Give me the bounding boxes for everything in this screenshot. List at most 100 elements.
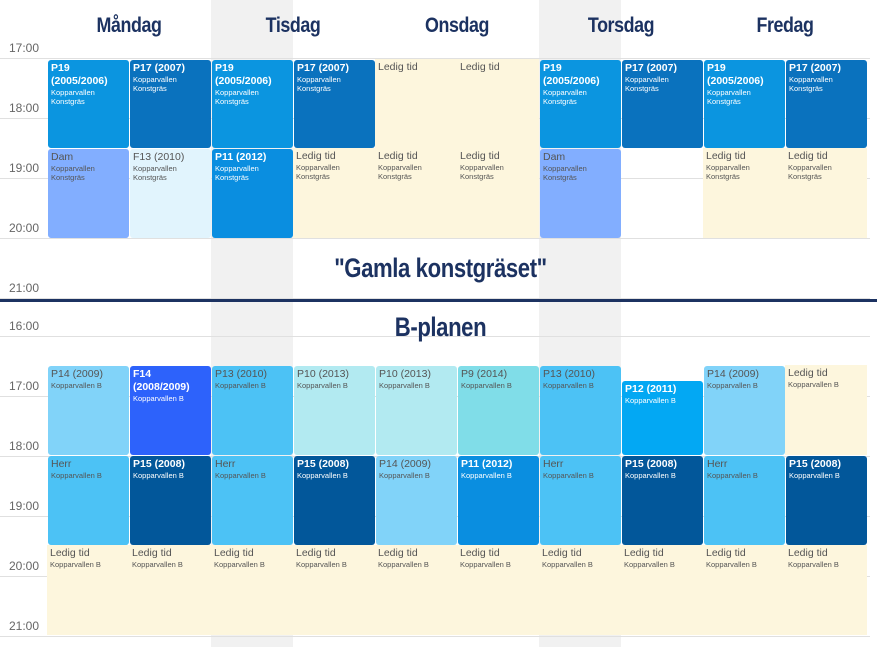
day-header: Onsdag xyxy=(425,14,489,37)
event-title: Ledig tid xyxy=(460,150,500,162)
event-location: Kopparvallen B xyxy=(297,471,348,480)
event-location: Kopparvallen B xyxy=(214,560,265,569)
event-block: P17 (2007) Kopparvallen Konstgräs xyxy=(622,60,703,148)
event-block: Ledig tid Kopparvallen Konstgräs xyxy=(703,148,785,238)
time-label: 18:00 xyxy=(9,101,40,115)
time-label: 17:00 xyxy=(9,41,40,55)
event-title: Ledig tid xyxy=(296,547,336,559)
event-block: Ledig tid Kopparvallen B xyxy=(457,545,539,635)
event-block: Ledig tid xyxy=(457,59,539,148)
event-block: Ledig tid xyxy=(375,59,457,148)
event-block: P10 (2013) Kopparvallen B xyxy=(376,366,457,455)
event-location: Kopparvallen B xyxy=(707,381,758,390)
event-block: Ledig tid Kopparvallen Konstgräs xyxy=(785,148,867,238)
event-block: P14 (2009) Kopparvallen B xyxy=(48,366,129,455)
event-title: P15 (2008) xyxy=(625,458,677,470)
hour-line xyxy=(0,238,870,239)
event-location: Kopparvallen B xyxy=(51,381,102,390)
event-title: Ledig tid xyxy=(788,547,828,559)
event-block: Herr Kopparvallen B xyxy=(540,456,621,545)
event-title: Dam xyxy=(543,151,566,163)
event-location: Kopparvallen B xyxy=(460,560,511,569)
event-location: Kopparvallen Konstgräs xyxy=(788,163,832,181)
event-block: P14 (2009) Kopparvallen B xyxy=(704,366,785,455)
event-location: Kopparvallen B xyxy=(378,560,429,569)
event-block: P17 (2007) Kopparvallen Konstgräs xyxy=(786,60,867,148)
time-label: 20:00 xyxy=(9,221,40,235)
event-title: Ledig tid xyxy=(132,547,172,559)
event-block: Ledig tid Kopparvallen B xyxy=(129,545,211,635)
event-location: Kopparvallen B xyxy=(215,381,266,390)
event-block: Ledig tid Kopparvallen Konstgräs xyxy=(293,148,375,238)
event-title: P19 (2005/2006) xyxy=(707,62,764,87)
event-location: Kopparvallen B xyxy=(51,471,102,480)
event-block: P13 (2010) Kopparvallen B xyxy=(212,366,293,455)
time-label: 16:00 xyxy=(9,319,40,333)
event-block: Ledig tid Kopparvallen B xyxy=(47,545,129,635)
event-location: Kopparvallen B xyxy=(461,471,512,480)
event-location: Kopparvallen B xyxy=(132,560,183,569)
time-label: 19:00 xyxy=(9,161,40,175)
event-block: Herr Kopparvallen B xyxy=(48,456,129,545)
event-title: Ledig tid xyxy=(378,61,418,73)
day-header: Torsdag xyxy=(587,14,655,37)
event-block: Ledig tid Kopparvallen B xyxy=(293,545,375,635)
time-label: 18:00 xyxy=(9,439,40,453)
day-header: Fredag xyxy=(756,14,814,37)
event-block: Ledig tid Kopparvallen B xyxy=(539,545,621,635)
event-title: P15 (2008) xyxy=(133,458,185,470)
event-location: Kopparvallen B xyxy=(296,560,347,569)
event-block: P12 (2011) Kopparvallen B xyxy=(622,381,703,455)
event-location: Kopparvallen Konstgräs xyxy=(51,164,95,182)
event-title: P15 (2008) xyxy=(297,458,349,470)
event-title: Herr xyxy=(707,458,728,470)
event-location: Kopparvallen Konstgräs xyxy=(707,88,751,106)
event-location: Kopparvallen B xyxy=(788,560,839,569)
hour-line xyxy=(0,298,870,299)
event-location: Kopparvallen Konstgräs xyxy=(133,75,177,93)
event-location: Kopparvallen B xyxy=(625,471,676,480)
time-label: 20:00 xyxy=(9,559,40,573)
event-title: Ledig tid xyxy=(624,547,664,559)
event-block: Ledig tid Kopparvallen Konstgräs xyxy=(375,148,457,238)
event-block: P19 (2005/2006) Kopparvallen Konstgräs xyxy=(704,60,785,148)
event-location: Kopparvallen Konstgräs xyxy=(789,75,833,93)
event-location: Kopparvallen Konstgräs xyxy=(215,88,259,106)
event-title: Ledig tid xyxy=(378,150,418,162)
event-location: Kopparvallen B xyxy=(543,381,594,390)
section-divider xyxy=(0,299,877,302)
event-title: Ledig tid xyxy=(788,367,828,379)
event-title: P17 (2007) xyxy=(789,62,841,74)
event-block: Herr Kopparvallen B xyxy=(704,456,785,545)
event-title: P14 (2009) xyxy=(707,368,759,380)
section-heading: B-planen xyxy=(394,312,487,342)
event-title: P10 (2013) xyxy=(379,368,431,380)
time-label: 17:00 xyxy=(9,379,40,393)
event-location: Kopparvallen B xyxy=(215,471,266,480)
event-title: Herr xyxy=(543,458,564,470)
event-title: Ledig tid xyxy=(706,547,746,559)
event-location: Kopparvallen Konstgräs xyxy=(378,163,422,181)
event-location: Kopparvallen Konstgräs xyxy=(543,164,587,182)
event-title: Ledig tid xyxy=(296,150,336,162)
event-location: Kopparvallen Konstgräs xyxy=(296,163,340,181)
event-block: Herr Kopparvallen B xyxy=(212,456,293,545)
event-block: P11 (2012) Kopparvallen Konstgräs xyxy=(212,149,293,238)
event-block: P17 (2007) Kopparvallen Konstgräs xyxy=(294,60,375,148)
event-block: P13 (2010) Kopparvallen B xyxy=(540,366,621,455)
event-block: P15 (2008) Kopparvallen B xyxy=(130,456,211,545)
hour-line xyxy=(0,58,870,59)
event-title: P15 (2008) xyxy=(789,458,841,470)
event-location: Kopparvallen B xyxy=(297,381,348,390)
event-title: P14 (2009) xyxy=(379,458,431,470)
event-location: Kopparvallen B xyxy=(379,381,430,390)
event-title: Ledig tid xyxy=(542,547,582,559)
event-location: Kopparvallen Konstgräs xyxy=(133,164,177,182)
event-title: Herr xyxy=(215,458,236,470)
event-title: Dam xyxy=(51,151,74,163)
event-location: Kopparvallen Konstgräs xyxy=(460,163,504,181)
event-block: F13 (2010) Kopparvallen Konstgräs xyxy=(130,149,211,238)
event-location: Kopparvallen B xyxy=(707,471,758,480)
event-title: P17 (2007) xyxy=(625,62,677,74)
event-location: Kopparvallen B xyxy=(461,381,512,390)
